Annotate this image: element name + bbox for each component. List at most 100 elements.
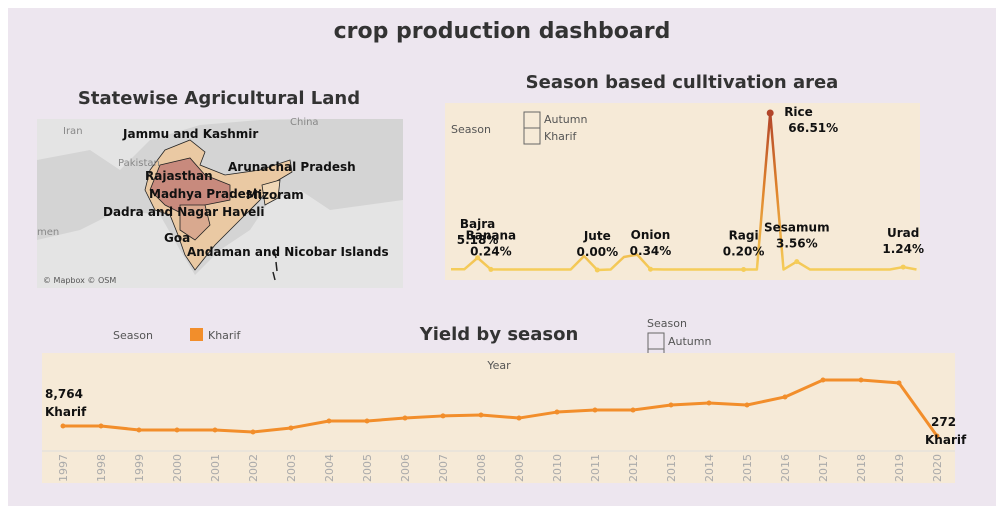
point (288, 425, 294, 431)
x-tick-label: 2012 (627, 454, 640, 482)
x-tick-label: 1999 (133, 454, 146, 482)
point (820, 377, 826, 383)
point (794, 259, 800, 265)
map-bg-label: Pakistan (118, 158, 160, 169)
point (60, 423, 66, 429)
x-tick-label: 2020 (931, 454, 944, 482)
point (250, 429, 256, 435)
x-tick-label: 2001 (209, 454, 222, 482)
point (592, 407, 598, 413)
point (648, 266, 653, 272)
point (782, 394, 788, 400)
point (440, 413, 446, 419)
map-title: Statewise Agricultural Land (78, 88, 360, 109)
value-label: 5.18% (457, 233, 499, 247)
map-label: Andaman and Nicobar Islands (187, 245, 389, 259)
point (98, 423, 104, 429)
x-tick-label: 2011 (589, 454, 602, 482)
legend-title: Season (451, 123, 491, 136)
value-label: 66.51% (788, 121, 838, 135)
x-tick-label: 2019 (893, 454, 906, 482)
x-tick-label: 2017 (817, 454, 830, 482)
x-tick-label: 2006 (399, 454, 412, 482)
point (212, 427, 218, 433)
category-label: Urad (887, 226, 919, 240)
x-tick-label: 2015 (741, 454, 754, 482)
category-label: Banana (466, 228, 517, 242)
legend-item: Kharif (208, 329, 242, 342)
line (63, 378, 939, 437)
map-label: Goa (164, 231, 190, 245)
value-label: 0.34% (630, 244, 672, 258)
point (475, 255, 481, 261)
map (37, 119, 403, 288)
value-label: 3.56% (776, 237, 818, 251)
map-bg-label: men (37, 227, 59, 238)
point (706, 400, 712, 406)
chart-title: Yield by season (419, 324, 579, 345)
map-label: Mizoram (246, 188, 304, 202)
x-tick-label: 2003 (285, 454, 298, 482)
point (478, 412, 484, 418)
point (900, 264, 906, 270)
plot-area (42, 353, 955, 483)
point (766, 109, 774, 117)
point (516, 415, 522, 421)
filter-title: Season (647, 317, 687, 330)
value-label: 1.24% (882, 242, 924, 256)
map-label: Dadra and Nagar Haveli (103, 205, 265, 219)
x-tick-label: 2008 (475, 454, 488, 482)
category-label: Ragi (729, 229, 759, 243)
category-label: Onion (631, 228, 671, 242)
point (934, 433, 940, 439)
x-tick-label: 2000 (171, 454, 184, 482)
x-tick-label: 1997 (57, 454, 70, 482)
plot-area (445, 103, 920, 280)
point (741, 267, 747, 273)
point (174, 427, 180, 433)
x-tick-label: 2005 (361, 454, 374, 482)
series-label: Kharif (45, 405, 87, 419)
value-label: 272 (931, 415, 956, 429)
value-label: 8,764 (45, 387, 83, 401)
map-label: Arunachal Pradesh (228, 160, 356, 174)
point (554, 409, 560, 415)
legend-box (523, 127, 541, 145)
point (858, 377, 864, 383)
x-tick-label: 2014 (703, 454, 716, 482)
category-label: Jute (583, 229, 611, 243)
point (668, 402, 674, 408)
x-tick-label: 2018 (855, 454, 868, 482)
category-label: Sesamum (764, 221, 830, 235)
x-tick-label: 2007 (437, 454, 450, 482)
point (896, 380, 902, 386)
legend-swatch (190, 328, 203, 341)
point (630, 407, 636, 413)
category-label: Bajra (460, 217, 495, 231)
x-tick-label: 2016 (779, 454, 792, 482)
category-label: Rice (784, 105, 813, 119)
x-tick-label: 2010 (551, 454, 564, 482)
dashboard-title: crop production dashboard (334, 19, 671, 44)
x-tick-label: 2002 (247, 454, 260, 482)
value-label: 0.20% (723, 245, 765, 259)
value-label: 0.24% (470, 244, 512, 258)
x-tick-label: 2004 (323, 454, 336, 482)
point (594, 267, 600, 273)
chart-title: Season based culltivation area (526, 72, 839, 93)
x-tick-label: 1998 (95, 454, 108, 482)
point (326, 418, 332, 424)
filter-item[interactable]: Autumn (668, 335, 711, 348)
point (136, 427, 142, 433)
legend-title: Season (113, 329, 153, 342)
x-tick-label: 2009 (513, 454, 526, 482)
point (364, 418, 370, 424)
x-tick-label: 2013 (665, 454, 678, 482)
value-label: 0.00% (576, 245, 618, 259)
filter-box[interactable] (647, 348, 665, 365)
legend-item: Autumn (544, 113, 587, 126)
map-label: Rajasthan (145, 169, 213, 183)
map-label: Madhya Pradesh (149, 187, 262, 201)
x-axis-title: Year (486, 359, 511, 372)
